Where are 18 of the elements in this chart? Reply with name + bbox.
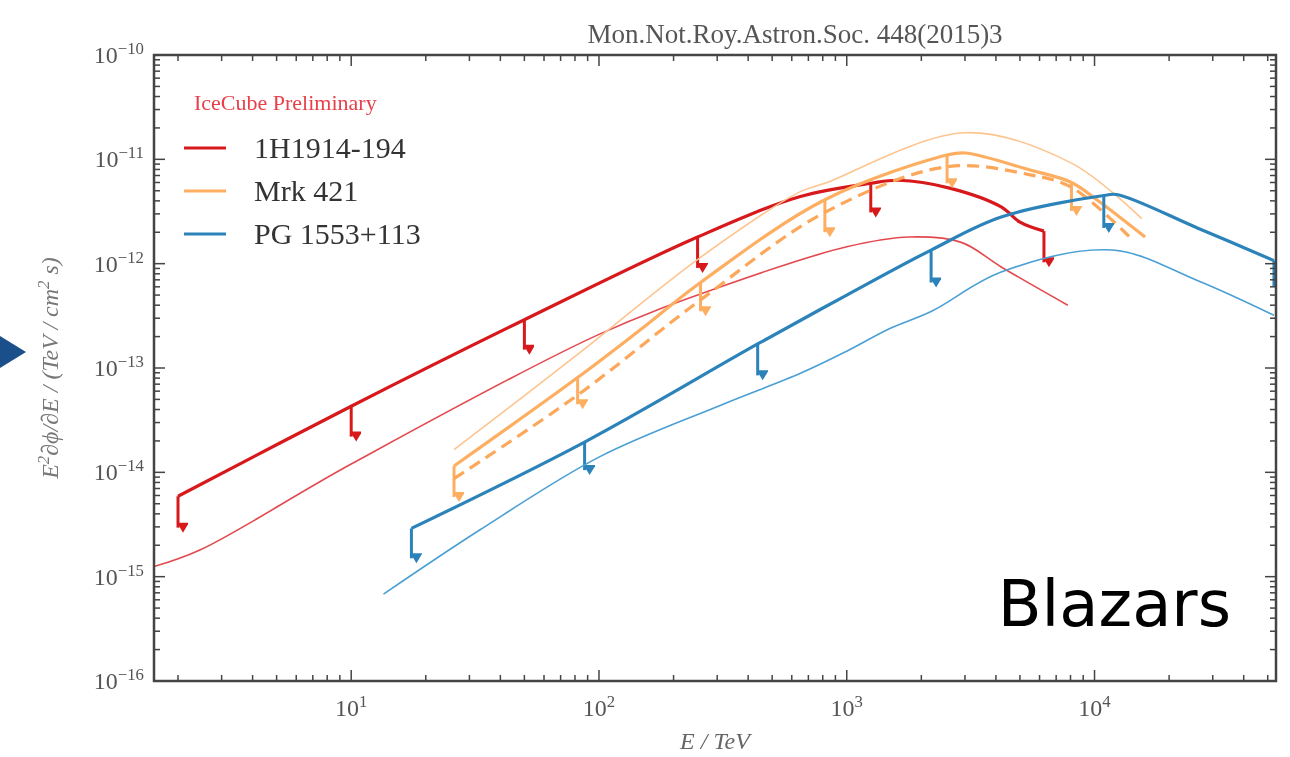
x-axis-title: E / TeV	[679, 728, 753, 754]
y-tick-label: 10$^{−10}$	[93, 38, 144, 68]
y-tick-label: 10$^{−11}$	[94, 142, 144, 173]
legend-label: Mrk 421	[254, 174, 359, 207]
chart-title: Mon.Not.Roy.Astron.Soc. 448(2015)3	[587, 19, 1003, 49]
legend-title: IceCube Preliminary	[194, 90, 377, 115]
y-tick-label: 10$^{−14}$	[93, 455, 145, 486]
legend-label: 1H1914-194	[254, 131, 406, 164]
x-tick-label: 10$^{4}$	[1078, 691, 1112, 721]
y-tick-label: 10$^{−15}$	[93, 560, 144, 590]
x-tick-label: 10$^{1}$	[335, 691, 368, 721]
y-tick-label: 10$^{−16}$	[93, 664, 144, 694]
y-tick-label: 10$^{−12}$	[93, 247, 144, 277]
y-tick-label: 10$^{−13}$	[93, 351, 144, 381]
legend-label: PG 1553+113	[254, 217, 421, 250]
x-tick-label: 10$^{2}$	[582, 691, 616, 721]
annotation: Blazars	[997, 567, 1231, 641]
x-tick-label: 10$^{3}$	[830, 691, 863, 721]
